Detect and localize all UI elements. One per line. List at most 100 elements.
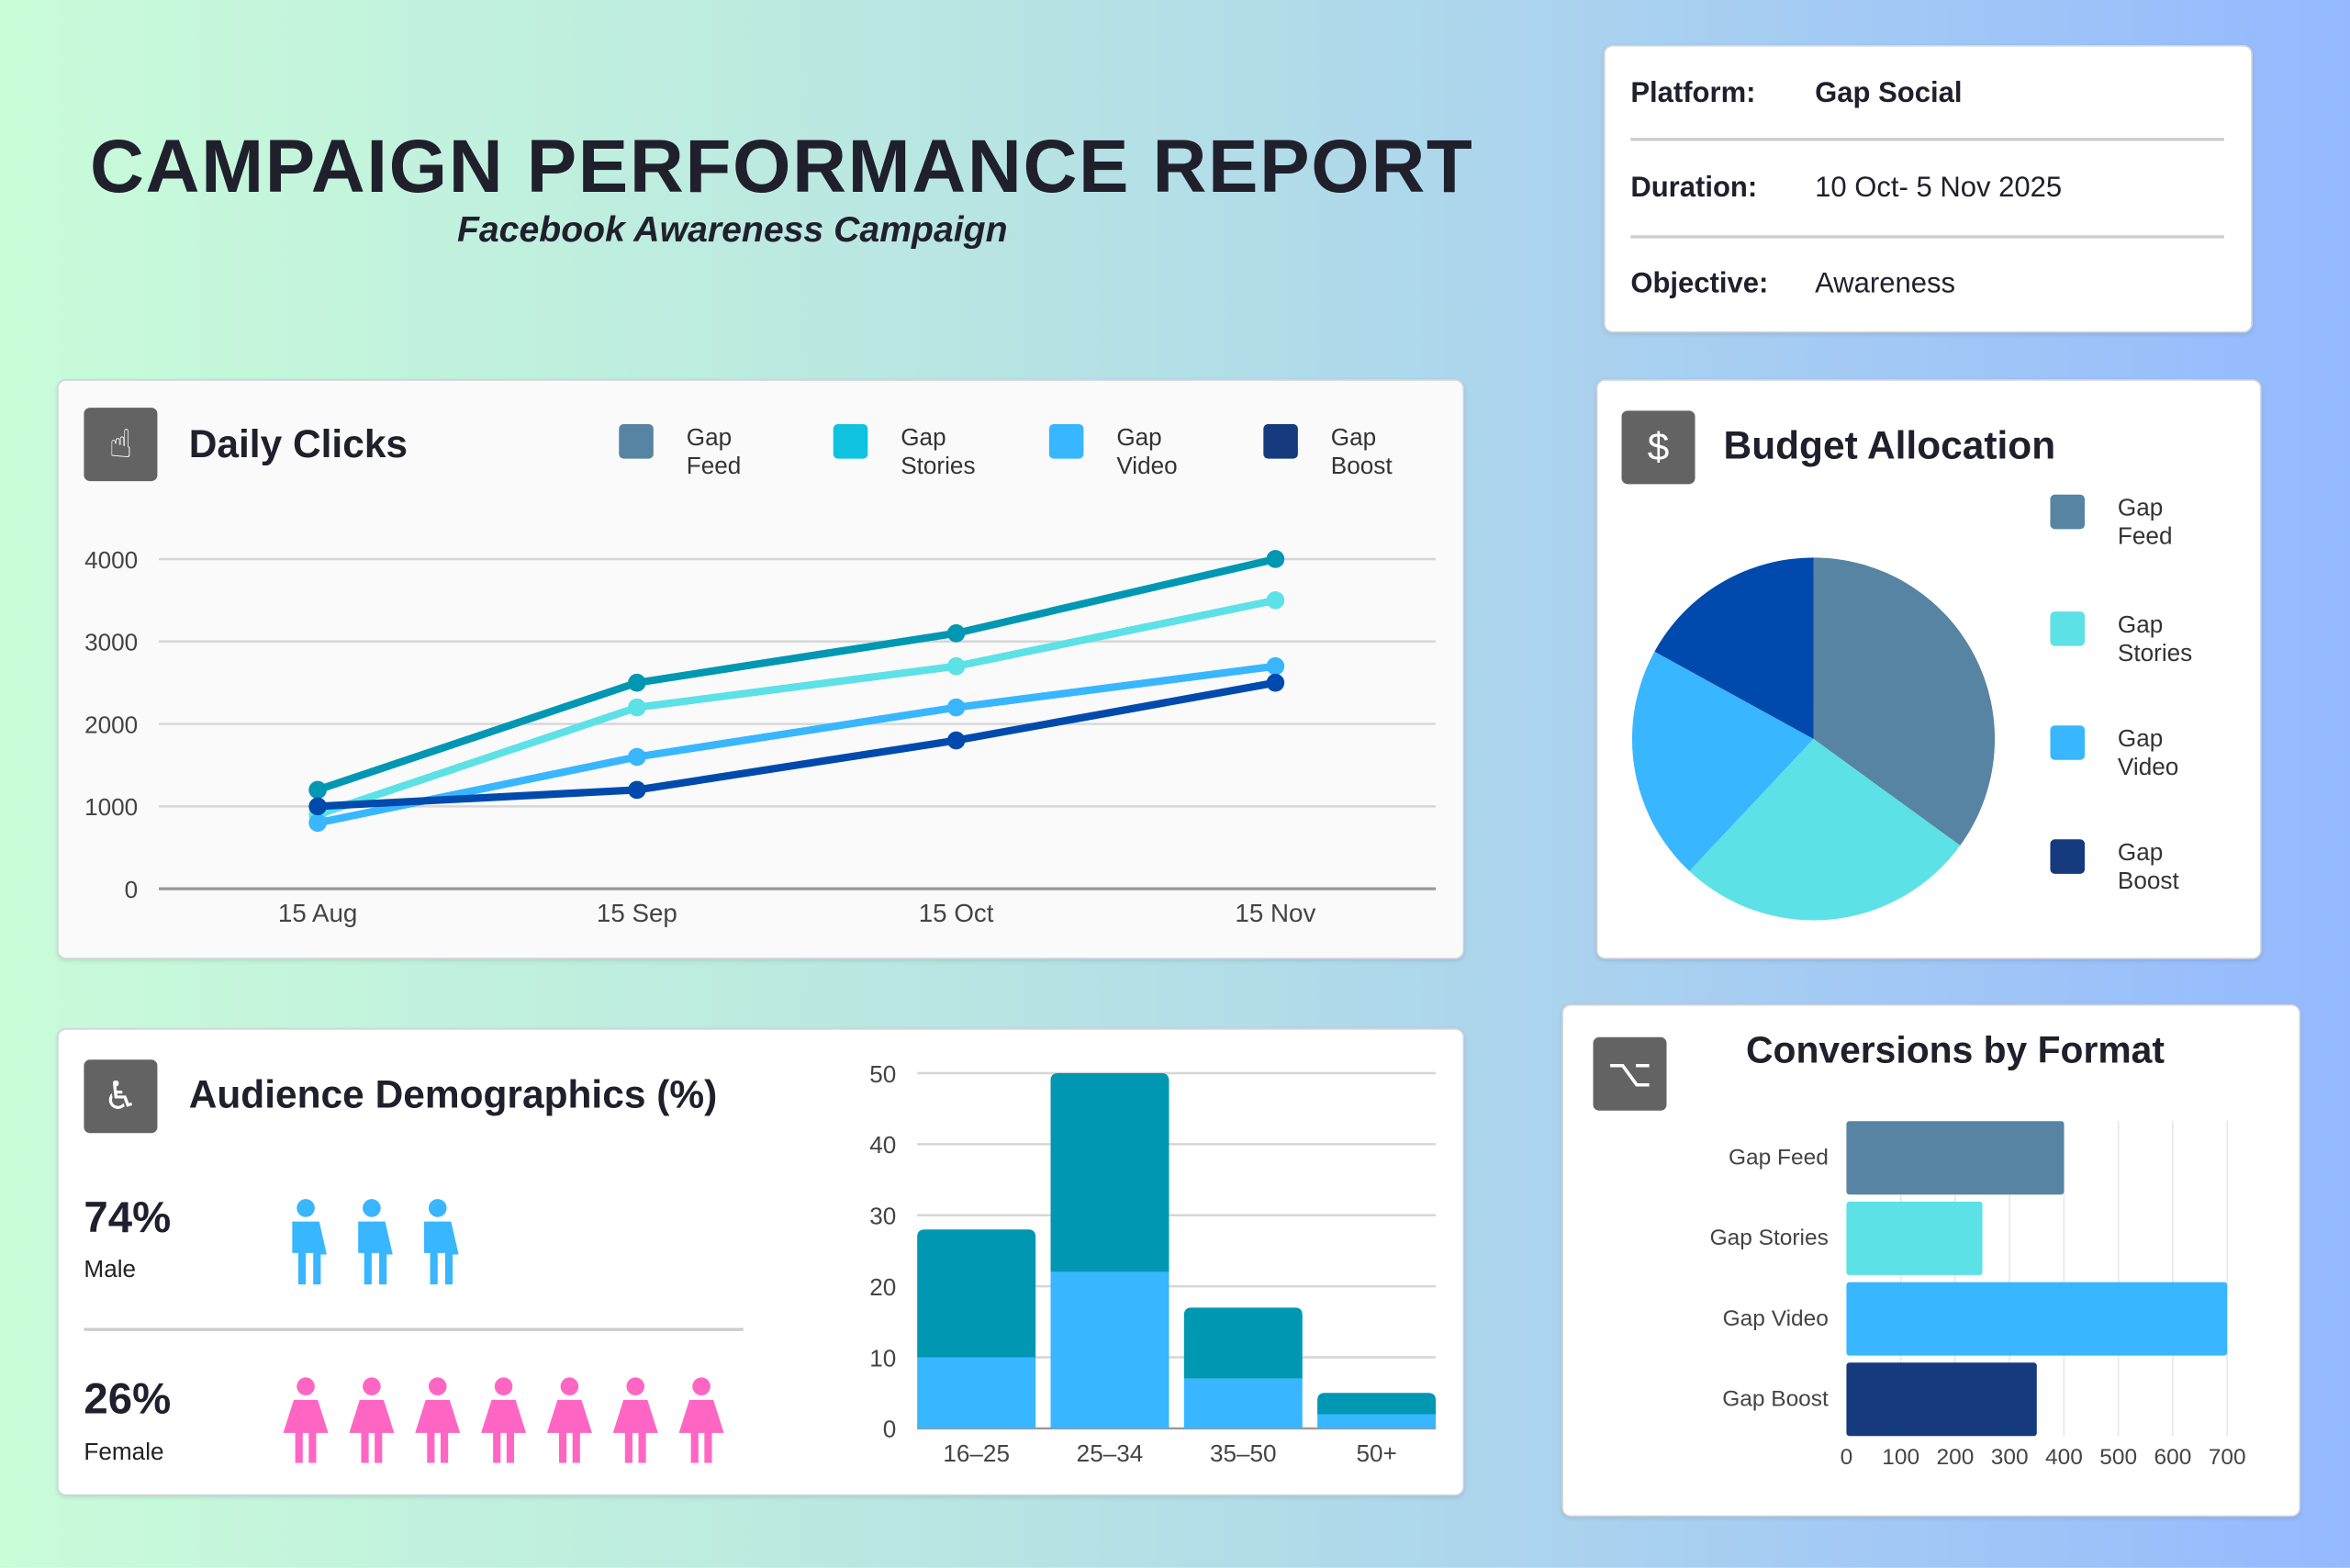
- bar-segment-upper: [917, 1229, 1036, 1358]
- head: [428, 1377, 447, 1395]
- data-point: [1266, 673, 1285, 692]
- body: [349, 1399, 395, 1463]
- legend-label: Gap: [2117, 612, 2164, 639]
- accessibility-icon: ♿: [84, 1059, 158, 1134]
- y-tick-label: Gap Feed: [1729, 1146, 1829, 1170]
- legend-label: Gap: [2117, 726, 2164, 753]
- x-tick-label: 100: [1882, 1445, 1919, 1470]
- series-line-3: [317, 678, 1277, 811]
- hand-pointer-icon: ☝: [84, 408, 158, 482]
- legend-label: Video: [2117, 755, 2179, 781]
- body: [612, 1399, 658, 1463]
- legend-item: Gap Video: [1048, 424, 1178, 481]
- y-tick-label: Gap Boost: [1722, 1387, 1829, 1412]
- bar: [1846, 1121, 2065, 1195]
- data-point: [628, 780, 646, 800]
- x-tick-label: 15 Aug: [278, 899, 357, 927]
- legend-label: Boost: [2117, 868, 2179, 895]
- x-tick-label: 500: [2099, 1445, 2137, 1470]
- pie-slice: [1689, 738, 1961, 921]
- legend-label: Stories: [901, 454, 976, 480]
- x-tick-label: 50+: [1356, 1439, 1396, 1467]
- male-percent: 74%: [84, 1194, 172, 1243]
- female-person-icon: [546, 1377, 592, 1463]
- legend-label: Boost: [1330, 454, 1393, 480]
- legend-label: Gap: [2117, 840, 2164, 867]
- legend-swatch: [2050, 611, 2086, 646]
- female-label: Female: [84, 1439, 164, 1466]
- head: [626, 1377, 645, 1395]
- legend-label: Video: [1116, 454, 1178, 480]
- head: [297, 1377, 315, 1395]
- audience-title: Audience Demographics (%): [188, 1071, 718, 1117]
- x-tick-label: 25–34: [1077, 1439, 1144, 1467]
- y-tick-label: Gap Stories: [1710, 1226, 1829, 1250]
- bar-segment-upper: [1317, 1393, 1437, 1415]
- body: [481, 1399, 527, 1463]
- data-point: [1266, 591, 1285, 610]
- platform-label: Platform:: [1630, 77, 1756, 110]
- y-tick-label: 40: [869, 1131, 896, 1159]
- y-tick-label: 0: [883, 1416, 897, 1443]
- x-tick-label: 15 Nov: [1235, 899, 1315, 927]
- legend-label: Gap: [2117, 496, 2164, 522]
- female-person-icon: [283, 1377, 329, 1463]
- female-person-icon: [481, 1377, 527, 1463]
- conversions-title: Conversions by Format: [1746, 1029, 2165, 1072]
- legend-item: Gap Stories: [2050, 611, 2192, 668]
- x-tick-label: 16–25: [943, 1439, 1010, 1467]
- y-tick-label: 1000: [84, 793, 138, 821]
- x-tick-label: 300: [1991, 1445, 2029, 1470]
- head: [363, 1377, 381, 1395]
- objective-row: Objective: Awareness: [1630, 237, 2224, 332]
- body: [292, 1221, 327, 1285]
- head: [560, 1377, 579, 1395]
- data-point: [308, 813, 327, 833]
- series-line-2: [317, 662, 1276, 827]
- bar-segment-lower: [1050, 1271, 1169, 1428]
- budget-title: Budget Allocation: [1723, 422, 2056, 468]
- legend-swatch: [2050, 839, 2086, 874]
- bar: [1846, 1362, 2037, 1437]
- data-point: [946, 623, 966, 643]
- pie-slice: [1631, 651, 1814, 871]
- x-tick-label: 700: [2209, 1445, 2246, 1470]
- data-point: [946, 698, 966, 717]
- bar-segment-lower: [1317, 1414, 1437, 1428]
- head: [692, 1377, 711, 1395]
- legend-swatch: [2050, 494, 2086, 530]
- x-tick-label: 35–50: [1210, 1439, 1277, 1467]
- head: [363, 1199, 381, 1217]
- female-person-icon: [612, 1377, 658, 1463]
- data-point: [628, 747, 646, 767]
- platform-value: Gap Social: [1815, 77, 1963, 110]
- legend-swatch: [833, 424, 868, 459]
- x-tick-label: 400: [2045, 1445, 2083, 1470]
- legend-swatch: [1263, 424, 1298, 459]
- bar: [1846, 1201, 1983, 1275]
- data-point: [308, 797, 327, 816]
- bar: [1846, 1282, 2228, 1356]
- data-point: [946, 731, 966, 750]
- legend-label: Gap: [1116, 425, 1162, 452]
- body: [678, 1399, 724, 1463]
- legend-item: Gap Feed: [619, 424, 741, 481]
- head: [494, 1377, 513, 1395]
- objective-value: Awareness: [1815, 268, 1956, 300]
- head: [428, 1199, 447, 1217]
- female-person-icon: [349, 1377, 395, 1463]
- female-person-icon: [678, 1377, 724, 1463]
- x-tick-label: 0: [1841, 1445, 1853, 1470]
- female-person-icon: [415, 1377, 461, 1463]
- daily-clicks-title: Daily Clicks: [188, 420, 408, 466]
- legend-label: Stories: [2117, 641, 2193, 667]
- legend-label: Gap: [1330, 425, 1377, 452]
- male-label: Male: [84, 1257, 137, 1283]
- legend-item: Gap Boost: [2050, 839, 2179, 896]
- legend-label: Gap: [901, 425, 946, 452]
- data-point: [1266, 656, 1285, 676]
- female-percent: 26%: [84, 1375, 172, 1425]
- page-title: CAMPAIGN PERFORMANCE REPORT: [89, 124, 1474, 208]
- x-tick-label: 200: [1937, 1445, 1975, 1470]
